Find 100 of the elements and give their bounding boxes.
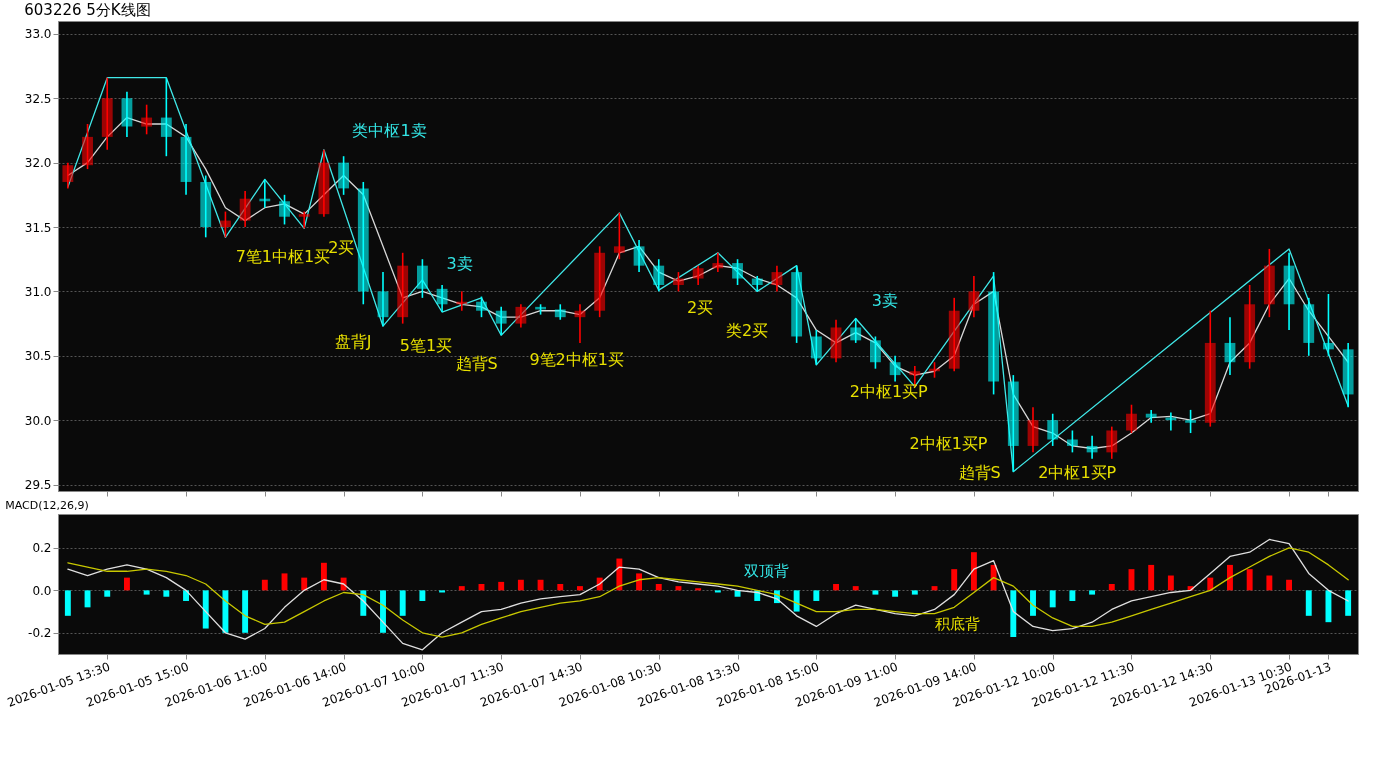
candlestick bbox=[397, 251, 409, 325]
bar bbox=[1049, 590, 1056, 608]
candlestick bbox=[141, 103, 153, 136]
annotation: 5笔1买 bbox=[399, 335, 453, 355]
bar bbox=[242, 590, 249, 633]
bar bbox=[1089, 590, 1096, 595]
candlestick bbox=[279, 194, 290, 226]
bar bbox=[1266, 575, 1273, 591]
y-tick-label: 32.5 bbox=[24, 91, 52, 106]
bar bbox=[498, 581, 505, 591]
bar bbox=[222, 590, 229, 633]
candlestick bbox=[1106, 425, 1118, 460]
candlestick bbox=[1323, 293, 1334, 357]
candlestick bbox=[653, 258, 665, 293]
candlestick bbox=[810, 329, 822, 366]
candlestick bbox=[870, 335, 881, 370]
candlestick bbox=[633, 239, 645, 273]
bar bbox=[301, 577, 308, 591]
bar bbox=[1167, 575, 1174, 591]
candlestick bbox=[160, 76, 172, 158]
candlestick bbox=[200, 174, 212, 239]
candlestick bbox=[1342, 342, 1354, 409]
y-tick-label: 31.5 bbox=[24, 220, 52, 235]
annotation: 3卖 bbox=[871, 290, 898, 310]
candlestick bbox=[594, 245, 606, 318]
y-tick-label: 31.0 bbox=[24, 284, 52, 299]
bar bbox=[695, 588, 702, 591]
bar bbox=[104, 590, 111, 597]
annotation: 2买 bbox=[687, 297, 714, 317]
candlestick bbox=[101, 76, 113, 151]
annotation: 盘背J bbox=[334, 331, 372, 351]
candlestick bbox=[338, 155, 350, 196]
candlestick bbox=[1126, 403, 1137, 434]
bar bbox=[84, 590, 91, 608]
candlestick bbox=[1185, 409, 1196, 434]
bar bbox=[202, 590, 209, 629]
candlestick bbox=[613, 212, 625, 261]
candlestick bbox=[751, 275, 763, 293]
annotation: 2中枢1买P bbox=[909, 434, 988, 453]
chart-title: MACD(12,26,9) bbox=[5, 499, 89, 512]
candlestick bbox=[121, 91, 133, 138]
candlestick bbox=[771, 264, 783, 293]
bar bbox=[655, 584, 662, 591]
bar bbox=[1010, 590, 1017, 638]
y-tick-label: 29.5 bbox=[24, 478, 52, 493]
candlestick bbox=[239, 190, 251, 228]
annotation: 双顶背 bbox=[744, 561, 789, 580]
annotation: 9笔2中枢1买 bbox=[529, 349, 624, 369]
annotation: 7笔1中枢1买 bbox=[235, 246, 331, 266]
annotation: 2中枢1买P bbox=[849, 382, 929, 402]
bar bbox=[380, 590, 386, 633]
y-tick-label: 0.2 bbox=[32, 541, 52, 556]
bar bbox=[537, 579, 544, 591]
annotation: 2中枢1买P bbox=[1038, 463, 1117, 483]
candlestick bbox=[1027, 406, 1039, 454]
bar bbox=[517, 579, 524, 591]
bar bbox=[833, 584, 839, 591]
annotation: 趋背S bbox=[958, 463, 1001, 483]
candlestick bbox=[692, 264, 704, 286]
candlestick bbox=[476, 295, 487, 318]
bar bbox=[1286, 579, 1293, 591]
candlestick bbox=[62, 161, 74, 190]
candlestick bbox=[732, 258, 743, 286]
candlestick bbox=[889, 354, 901, 383]
candlestick bbox=[850, 317, 862, 344]
candlestick bbox=[436, 284, 448, 313]
bar bbox=[911, 590, 918, 595]
annotation: 趋背S bbox=[455, 353, 498, 373]
bar bbox=[1207, 577, 1214, 591]
y-tick-label: 30.5 bbox=[24, 349, 52, 364]
y-tick-label: 0.0 bbox=[32, 583, 52, 598]
candlestick bbox=[1224, 316, 1236, 376]
bar bbox=[261, 579, 268, 591]
candlestick bbox=[220, 210, 231, 239]
candlestick bbox=[830, 318, 842, 364]
bar bbox=[163, 590, 170, 597]
bar bbox=[636, 573, 643, 591]
bar bbox=[1227, 564, 1233, 591]
bar bbox=[439, 590, 446, 593]
y-tick-label: 32.0 bbox=[24, 156, 52, 171]
bar bbox=[1345, 590, 1352, 616]
bar bbox=[1108, 584, 1115, 591]
candlestick bbox=[1303, 297, 1315, 357]
bar bbox=[1148, 564, 1155, 591]
candlestick bbox=[1086, 434, 1098, 460]
candlestick bbox=[1066, 429, 1078, 454]
bar bbox=[458, 586, 465, 591]
bar bbox=[793, 590, 800, 612]
candlestick bbox=[515, 303, 527, 329]
bar bbox=[64, 590, 71, 616]
candlestick bbox=[673, 271, 684, 293]
candlestick bbox=[1007, 374, 1019, 473]
bar bbox=[714, 590, 721, 593]
bar bbox=[419, 590, 426, 601]
bar bbox=[1305, 590, 1312, 616]
candlestick bbox=[82, 123, 93, 170]
bar bbox=[892, 590, 899, 597]
bar bbox=[1030, 590, 1036, 616]
bar bbox=[143, 590, 150, 595]
candlestick bbox=[988, 271, 1000, 396]
